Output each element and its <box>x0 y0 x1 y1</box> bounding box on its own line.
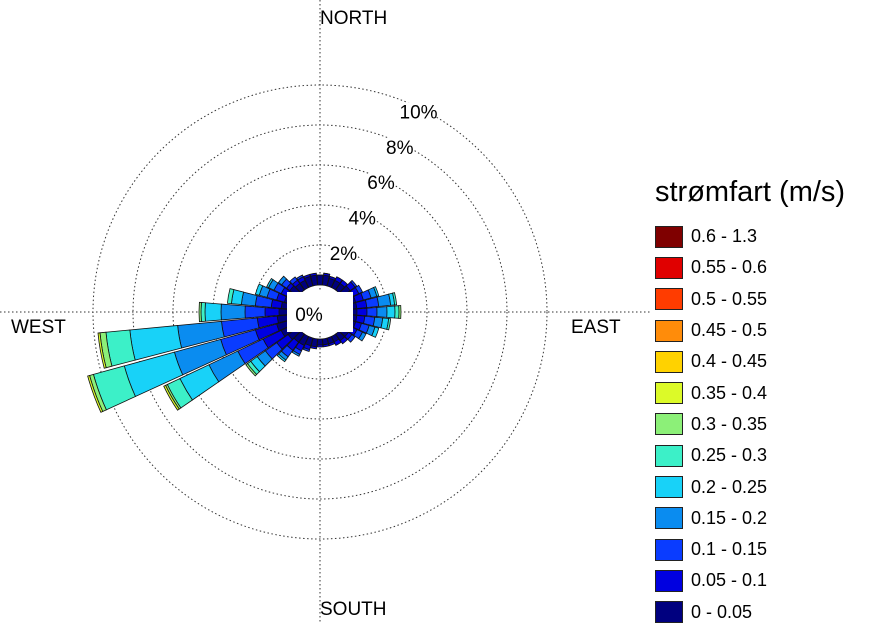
sector-270-bin-1 <box>265 308 279 317</box>
east-label: EAST <box>571 318 621 337</box>
legend-item: 0.35 - 0.4 <box>655 377 881 408</box>
sector-90-bin-4 <box>387 306 395 318</box>
legend-swatch <box>655 413 683 435</box>
legend-label: 0.35 - 0.4 <box>691 383 767 404</box>
sector-270-bin-2 <box>245 306 265 318</box>
ring-label: 10% <box>400 103 438 124</box>
sector-180-bin-0 <box>317 339 322 345</box>
legend-label: 0.1 - 0.15 <box>691 539 767 560</box>
ring-label: 8% <box>386 138 414 159</box>
sector-90-bin-6 <box>399 306 401 319</box>
legend-swatch <box>655 288 683 310</box>
legend-swatch <box>655 351 683 373</box>
sector-0-bin-0 <box>317 275 323 285</box>
legend-swatch <box>655 257 683 279</box>
sector-270-bin-3 <box>221 304 245 320</box>
sector-280-bin-3 <box>241 292 257 306</box>
legend-item: 0.45 - 0.5 <box>655 315 881 346</box>
ring-label: 2% <box>330 244 358 265</box>
legend-item: 0.4 - 0.45 <box>655 346 881 377</box>
sector-90-bin-5 <box>395 306 399 319</box>
legend-item: 0.1 - 0.15 <box>655 534 881 565</box>
legend-label: 0.5 - 0.55 <box>691 289 767 310</box>
legend-label: 0.2 - 0.25 <box>691 477 767 498</box>
legend-swatch <box>655 507 683 529</box>
legend-swatch <box>655 539 683 561</box>
legend-label: 0.3 - 0.35 <box>691 414 767 435</box>
ring-label: 6% <box>367 173 395 194</box>
legend-item: 0.25 - 0.3 <box>655 440 881 471</box>
legend-label: 0.55 - 0.6 <box>691 257 767 278</box>
legend-label: 0.6 - 1.3 <box>691 226 757 247</box>
legend-item: 0.3 - 0.35 <box>655 409 881 440</box>
sector-170-bin-1 <box>323 344 329 347</box>
legend-label: 0.45 - 0.5 <box>691 320 767 341</box>
legend-item: 0 - 0.05 <box>655 597 881 628</box>
west-label: WEST <box>11 318 66 337</box>
legend-swatch <box>655 445 683 467</box>
sector-270-bin-5 <box>201 302 205 321</box>
sector-270-bin-6 <box>199 302 201 321</box>
center-label: 0% <box>295 305 323 326</box>
legend-title: strømfart (m/s) <box>655 176 881 209</box>
legend-item: 0.5 - 0.55 <box>655 284 881 315</box>
north-label: NORTH <box>320 9 387 28</box>
legend-label: 0.25 - 0.3 <box>691 445 767 466</box>
legend-item: 0.55 - 0.6 <box>655 252 881 283</box>
legend-label: 0.15 - 0.2 <box>691 508 767 529</box>
wind-rose-chart: 0% 2% 4% 6% 8% 10% <box>0 0 650 622</box>
legend-swatch <box>655 320 683 342</box>
legend-swatch <box>655 382 683 404</box>
legend-swatch <box>655 476 683 498</box>
legend-item: 0.15 - 0.2 <box>655 503 881 534</box>
south-label: SOUTH <box>320 600 387 619</box>
sector-270-bin-4 <box>205 303 221 321</box>
sector-90-bin-2 <box>367 307 377 316</box>
sector-90-bin-1 <box>357 308 367 316</box>
legend-swatch <box>655 226 683 248</box>
sector-90-bin-3 <box>377 307 387 318</box>
legend-label: 0.4 - 0.45 <box>691 351 767 372</box>
legend-label: 0.05 - 0.1 <box>691 570 767 591</box>
sector-180-bin-1 <box>317 345 323 347</box>
legend-item: 0.05 - 0.1 <box>655 565 881 596</box>
legend-swatch <box>655 570 683 592</box>
legend-items: 0.6 - 1.3 0.55 - 0.6 0.5 - 0.55 0.45 - 0.5 0… <box>655 221 881 628</box>
legend-label: 0 - 0.05 <box>691 602 752 623</box>
ring-label: 4% <box>348 209 376 230</box>
legend-item: 0.2 - 0.25 <box>655 471 881 502</box>
legend-swatch <box>655 601 683 623</box>
legend: strømfart (m/s) 0.6 - 1.3 0.55 - 0.6 0.5 -… <box>655 176 881 628</box>
legend-item: 0.6 - 1.3 <box>655 221 881 252</box>
